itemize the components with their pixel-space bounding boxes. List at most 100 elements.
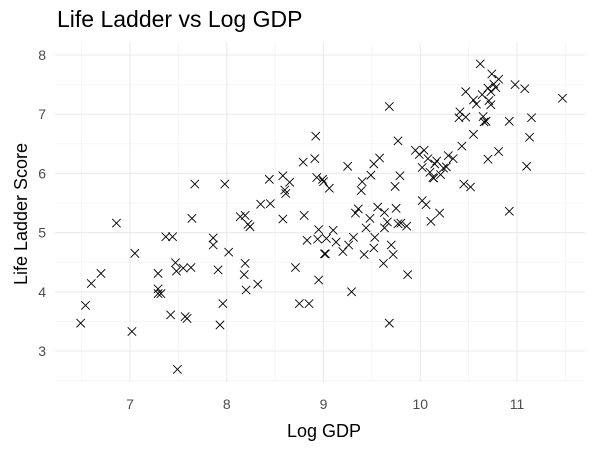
y-tick-label: 3 [38,343,46,359]
data-point [321,234,331,244]
data-point [375,153,385,163]
data-point [359,249,369,260]
data-point-stroke [328,225,338,235]
data-point-stroke [265,199,275,209]
data-point-stroke [171,266,181,276]
data-point-stroke [304,299,314,309]
y-tick-label: 6 [38,165,46,181]
data-point [468,95,478,105]
data-point [314,275,324,285]
data-point-stroke [369,243,379,253]
minor-gridlines [55,42,585,382]
data-point-stroke [331,237,341,247]
data-point [366,170,376,180]
data-point-stroke [170,258,180,268]
data-point [466,182,476,192]
data-point [461,87,471,97]
data-point [130,248,140,258]
data-point [430,159,440,169]
data-point-stroke [429,173,439,183]
data-point [419,145,429,155]
data-point [213,265,223,275]
data-point [320,249,330,259]
data-point [187,213,197,223]
data-point [285,177,295,187]
data-point-stroke [86,278,96,289]
data-point-stroke [461,87,471,97]
data-point-stroke [435,208,445,218]
data-point [127,326,137,336]
data-point [348,232,359,242]
data-point-stroke [494,74,504,84]
data-point [393,219,403,229]
data-point-stroke [479,117,489,127]
data-point [481,116,491,126]
data-point-stroke [348,232,359,242]
data-point [522,161,532,171]
data-point [421,200,431,210]
data-point [311,131,321,141]
data-point-stroke [240,210,250,220]
data-point-stroke [359,249,369,260]
data-point [350,208,360,218]
data-point-stroke [373,202,383,212]
data-point-stroke [168,232,178,242]
data-point [491,83,501,93]
data-point-stroke [208,233,218,243]
data-point-stroke [443,151,453,161]
major-gridlines [55,42,585,382]
data-point-stroke [386,240,396,250]
data-point [386,240,396,250]
data-point-stroke [419,145,429,155]
data-point-stroke [318,177,329,187]
data-point [338,247,348,257]
data-point-stroke [390,181,400,191]
data-point-stroke [375,153,385,163]
data-point [281,189,291,199]
data-point [153,268,163,278]
data-point [156,289,166,299]
data-point-stroke [520,84,530,94]
x-axis-title: Log GDP [287,421,361,441]
data-point-stroke [253,279,263,289]
data-point [171,266,181,276]
data-point-stroke [310,154,320,164]
data-point-stroke [526,113,537,123]
data-point-stroke [426,216,436,226]
data-point-stroke [448,154,458,164]
data-point [170,258,180,268]
data-point-stroke [245,222,255,232]
data-point-stroke [477,90,487,100]
data-point [486,100,496,110]
data-point-stroke [153,284,163,294]
data-point [182,313,192,323]
data-point [208,233,218,243]
data-point-stroke [298,157,308,167]
data-point-stroke [343,161,353,171]
data-point [161,232,171,242]
data-point [494,74,504,84]
data-point-stroke [302,235,312,245]
data-point-stroke [414,149,424,159]
data-point [459,179,469,189]
data-point [510,80,520,90]
data-point-stroke [466,182,476,192]
data-point-stroke [471,99,481,109]
data-point [299,210,309,220]
data-point [294,299,304,309]
data-point-stroke [353,204,363,214]
data-point-stroke [213,265,223,275]
data-point-stroke [256,199,266,209]
data-point-stroke [504,206,514,216]
data-point [240,210,250,220]
data-point-stroke [522,161,532,171]
data-point-stroke [294,299,304,309]
data-point [319,249,329,259]
data-point-stroke [384,101,394,112]
data-point [314,225,324,235]
data-point-stroke [264,174,274,184]
data-point [313,234,323,244]
data-point [361,223,371,233]
